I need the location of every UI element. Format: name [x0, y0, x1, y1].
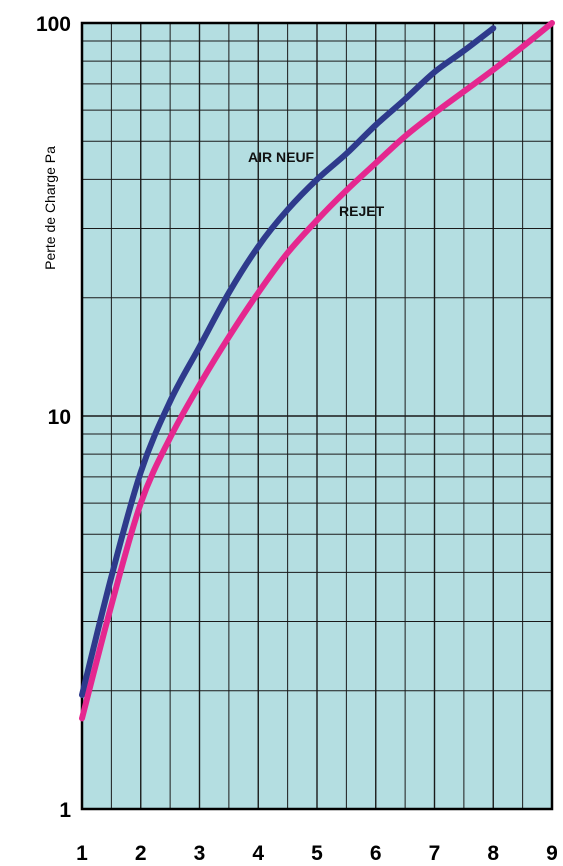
grid-major [82, 23, 552, 809]
y-axis-label: Perte de Charge Pa [42, 146, 58, 270]
x-tick-label: 2 [135, 842, 147, 865]
series-lines [79, 20, 555, 722]
y-tick-label: 100 [36, 13, 71, 36]
series-line-air-neuf [79, 25, 497, 698]
x-tick-labels: 1 2 3 4 5 6 7 8 9 [76, 842, 558, 865]
series-label-rejet: REJET [339, 203, 385, 219]
y-tick-labels: 1 10 100 [36, 13, 71, 822]
x-tick-label: 7 [429, 842, 441, 865]
x-tick-label: 1 [76, 842, 88, 865]
x-tick-label: 6 [370, 842, 382, 865]
y-tick-label: 1 [59, 799, 71, 822]
x-tick-label: 5 [311, 842, 323, 865]
series-label-air-neuf: AIR NEUF [248, 149, 315, 165]
x-tick-label: 8 [487, 842, 499, 865]
series-line-rejet [79, 20, 555, 722]
x-tick-label: 3 [194, 842, 206, 865]
x-tick-label: 9 [546, 842, 558, 865]
x-tick-label: 4 [252, 842, 264, 865]
plot-frame [80, 21, 554, 811]
y-tick-label: 10 [48, 406, 71, 429]
